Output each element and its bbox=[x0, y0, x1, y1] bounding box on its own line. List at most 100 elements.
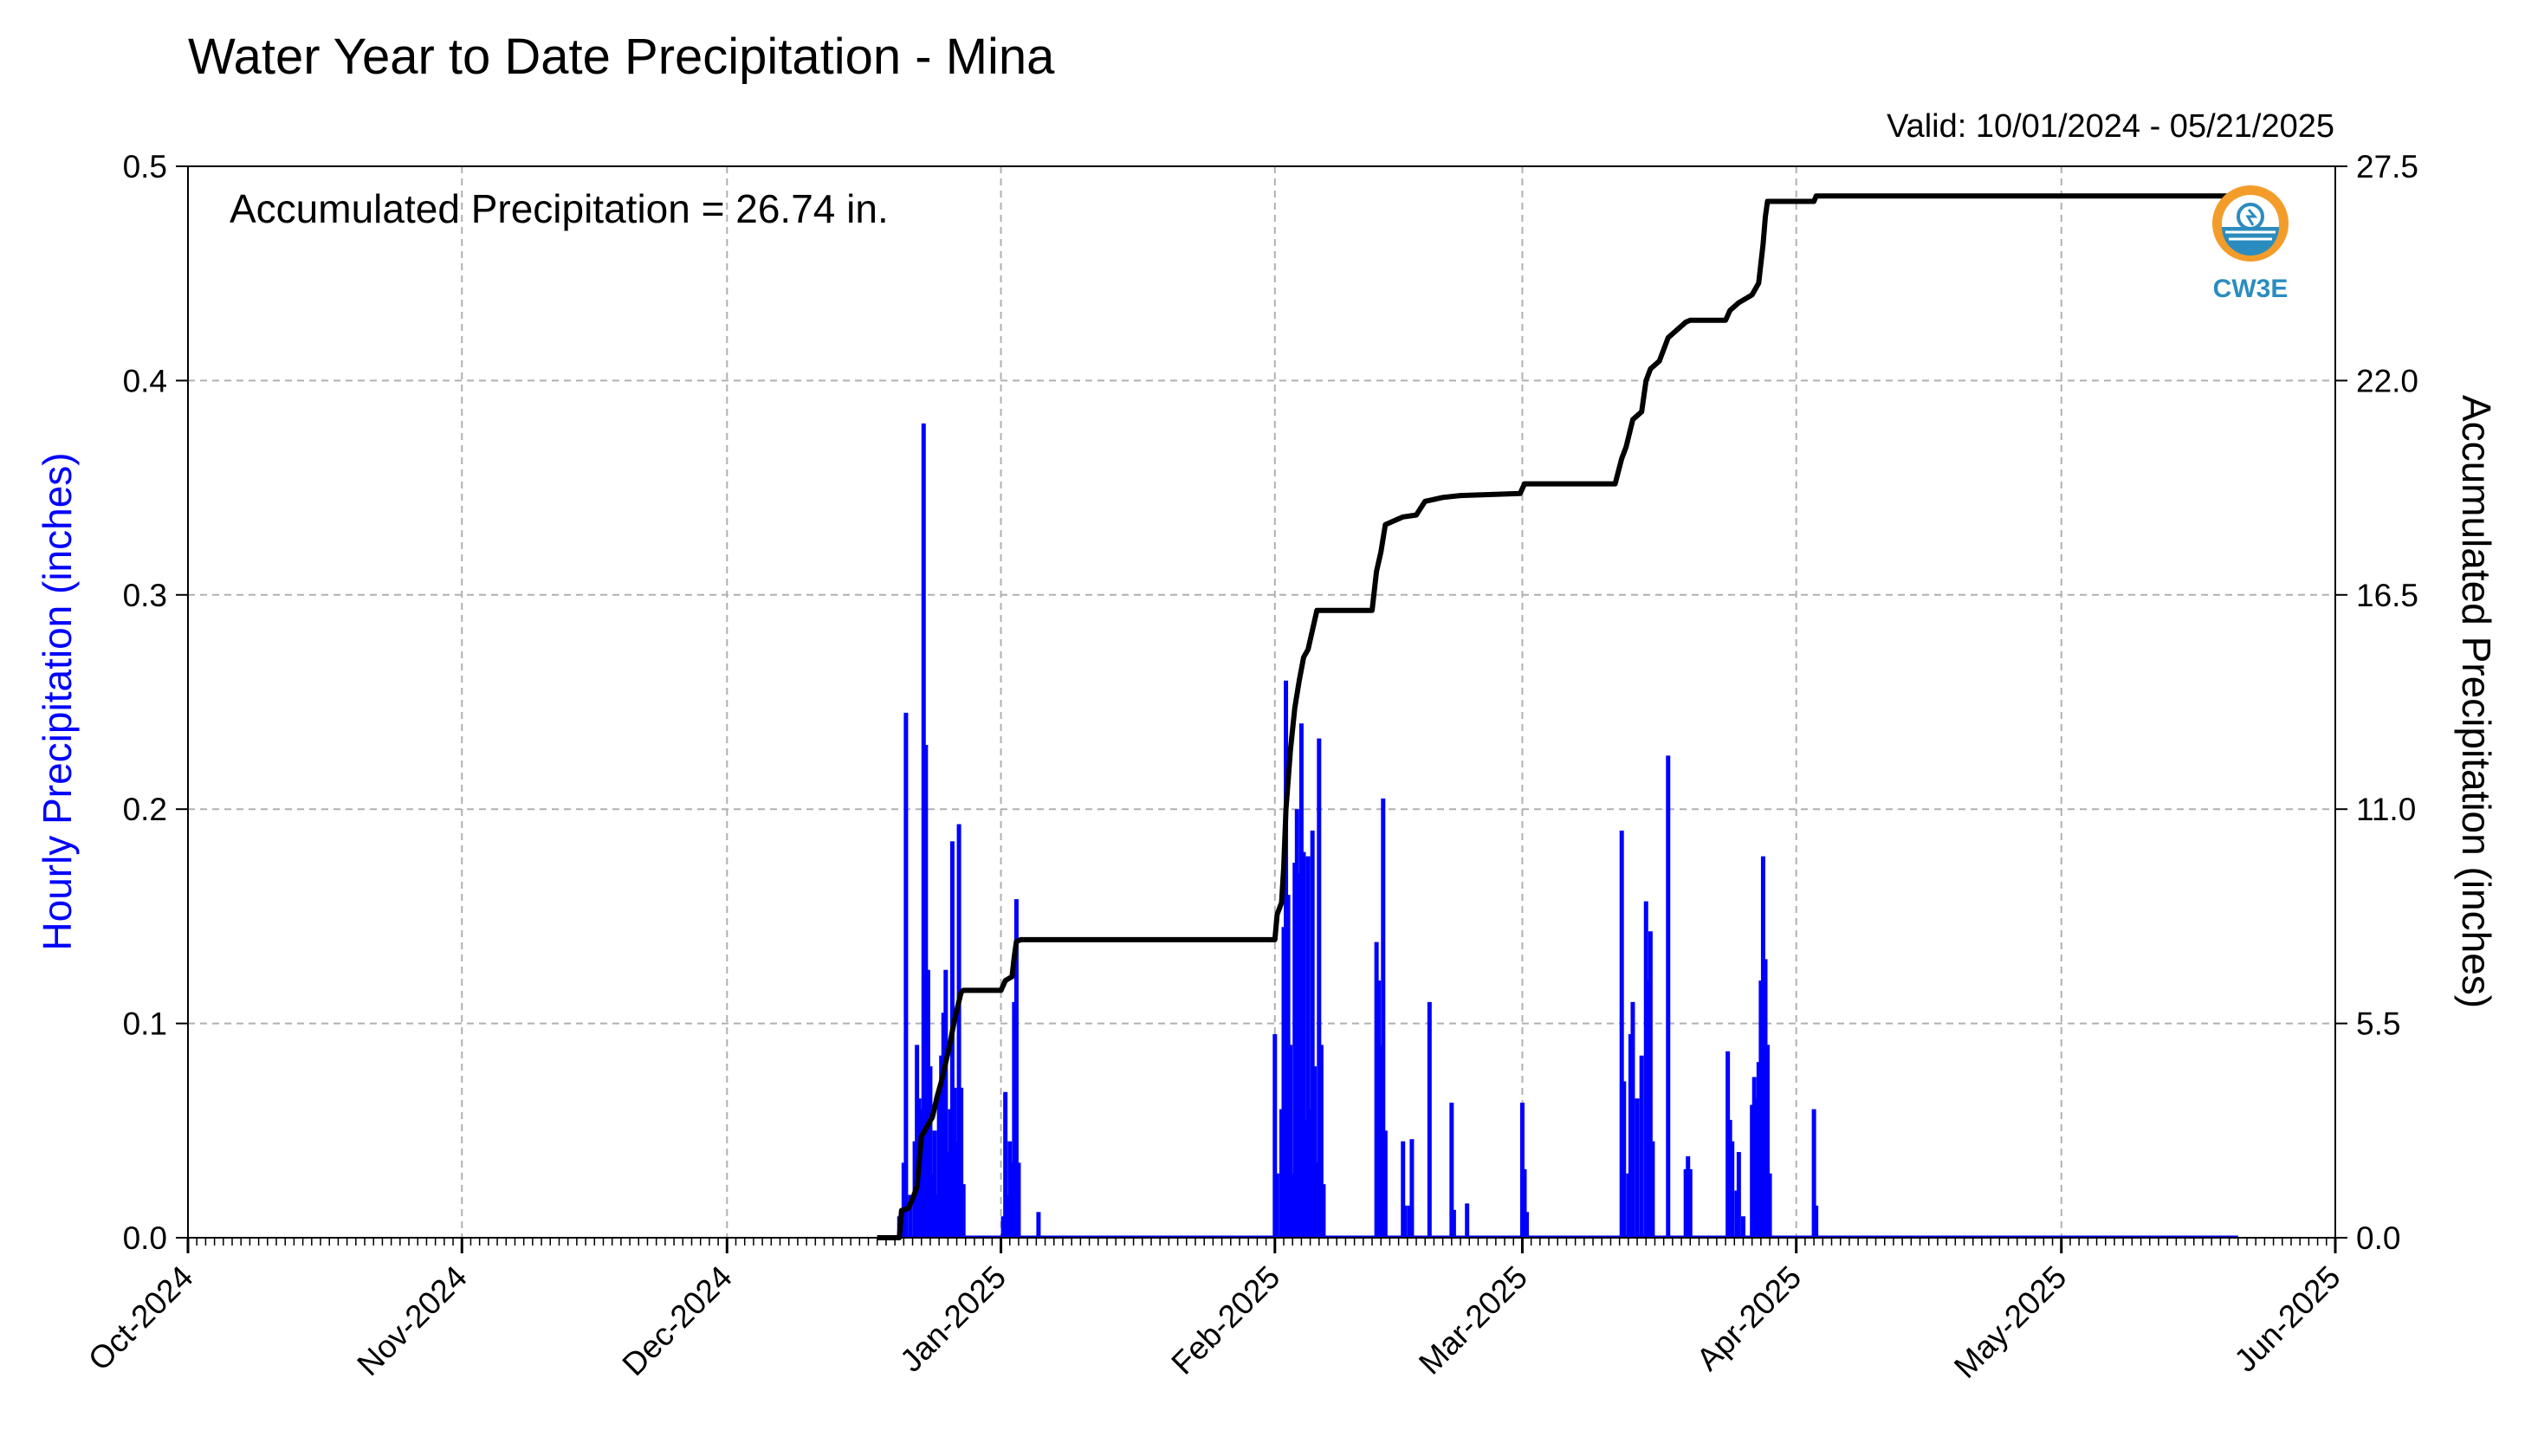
hourly-bar bbox=[1465, 1203, 1470, 1238]
hourly-bar bbox=[1274, 1173, 1279, 1238]
cw3e-logo: CW3E bbox=[2212, 185, 2289, 303]
hourly-bar bbox=[1402, 1205, 1408, 1238]
hourly-bar bbox=[915, 1045, 920, 1238]
hourly-bar bbox=[1284, 680, 1289, 1238]
hourly-bar bbox=[919, 1109, 924, 1238]
hourly-bar bbox=[1281, 927, 1286, 1238]
x-tick-label: May-2025 bbox=[1947, 1259, 2073, 1385]
valid-date-range: Valid: 10/01/2024 - 05/21/2025 bbox=[1887, 108, 2334, 145]
x-tick-label: Oct-2024 bbox=[81, 1259, 200, 1378]
hourly-bar bbox=[1736, 1152, 1741, 1238]
hourly-bar bbox=[1427, 1001, 1432, 1238]
hourly-bar bbox=[1763, 959, 1768, 1238]
hourly-bar bbox=[1619, 830, 1624, 1238]
hourly-bar bbox=[1318, 1045, 1324, 1238]
hourly-bar bbox=[1297, 873, 1302, 1238]
hourly-bar bbox=[1639, 1055, 1644, 1238]
hourly-bar bbox=[1756, 1062, 1761, 1238]
hourly-bar bbox=[1628, 1033, 1633, 1238]
hourly-bar bbox=[1012, 1001, 1017, 1238]
chart-title: Water Year to Date Precipitation - Mina bbox=[188, 29, 1055, 85]
hourly-bar bbox=[1760, 856, 1765, 1238]
hourly-bar bbox=[1292, 863, 1298, 1238]
accumulated-precip-line bbox=[877, 193, 2238, 1240]
hourly-bar bbox=[1317, 738, 1322, 1238]
hourly-bar bbox=[948, 1109, 953, 1238]
y-tick-label-left: 0.5 bbox=[123, 149, 167, 184]
hourly-bar bbox=[939, 1055, 944, 1238]
hourly-bar bbox=[1648, 931, 1653, 1238]
y-tick-label-left: 0.0 bbox=[123, 1220, 167, 1256]
y-axis-label-left: Hourly Precipitation (inches) bbox=[35, 452, 80, 950]
hourly-bar bbox=[1007, 1141, 1013, 1238]
hourly-bar bbox=[1290, 1173, 1295, 1238]
hourly-bar bbox=[1686, 1155, 1691, 1238]
hourly-bar bbox=[1310, 830, 1315, 1238]
x-tick-label: Dec-2024 bbox=[616, 1259, 739, 1382]
hourly-bar bbox=[929, 1173, 935, 1238]
y-tick-label-right: 16.5 bbox=[2356, 578, 2418, 613]
hourly-bar bbox=[921, 423, 926, 1238]
hourly-bar bbox=[1294, 809, 1299, 1238]
hourly-bar bbox=[1009, 1162, 1014, 1238]
hourly-bar bbox=[1758, 980, 1764, 1238]
logo-wave-icon bbox=[2222, 227, 2279, 256]
hourly-bar bbox=[1519, 1103, 1525, 1238]
y-tick-label-right: 22.0 bbox=[2356, 363, 2418, 398]
hourly-bar bbox=[1000, 1216, 1006, 1238]
hourly-bar bbox=[1646, 980, 1651, 1238]
accumulated-annotation: Accumulated Precipitation = 26.74 in. bbox=[230, 186, 889, 231]
hourly-bar bbox=[1288, 1045, 1293, 1238]
hourly-bar bbox=[928, 1066, 933, 1238]
x-tick-label: Nov-2024 bbox=[350, 1259, 473, 1382]
hourly-bar bbox=[1635, 1098, 1640, 1238]
hourly-bar bbox=[1003, 1091, 1008, 1238]
hourly-bar bbox=[1305, 856, 1311, 1238]
hourly-bar bbox=[908, 1194, 913, 1238]
logo-text: CW3E bbox=[2213, 275, 2289, 303]
hourly-bar bbox=[936, 1098, 942, 1238]
x-tick-label: Jan-2025 bbox=[893, 1259, 1013, 1379]
hourly-bar bbox=[1409, 1139, 1415, 1238]
hourly-bar bbox=[1016, 1162, 1021, 1238]
y-tick-label-right: 5.5 bbox=[2356, 1006, 2400, 1042]
y-tick-label-left: 0.3 bbox=[123, 578, 167, 613]
hourly-bar bbox=[923, 744, 929, 1238]
hourly-bar bbox=[1374, 942, 1379, 1238]
hourly-bar bbox=[959, 1087, 964, 1238]
y-tick-label-left: 0.2 bbox=[123, 792, 167, 827]
hourly-bar bbox=[1754, 1098, 1759, 1238]
hourly-bar bbox=[1630, 1001, 1635, 1238]
hourly-bar bbox=[1312, 1066, 1318, 1238]
hourly-bar bbox=[1378, 1045, 1383, 1238]
plot-frame bbox=[187, 165, 2336, 1239]
hourly-bar bbox=[1308, 1109, 1313, 1238]
hourly-bar bbox=[945, 1152, 950, 1238]
grid-lines bbox=[188, 166, 2335, 1238]
hourly-bar bbox=[1272, 1033, 1278, 1238]
hourly-bar bbox=[1525, 1212, 1530, 1238]
hourly-bar bbox=[1451, 1209, 1456, 1238]
hourly-bar bbox=[1304, 1119, 1309, 1238]
hourly-bar bbox=[1765, 1045, 1771, 1238]
hourly-bar bbox=[1740, 1216, 1745, 1238]
hourly-precip-bars bbox=[877, 423, 2238, 1239]
hourly-bar bbox=[1650, 1141, 1655, 1238]
hourly-bar bbox=[1382, 1130, 1388, 1238]
hourly-bar bbox=[1314, 1162, 1319, 1238]
hourly-bar bbox=[1381, 798, 1386, 1238]
hourly-bar bbox=[935, 1194, 940, 1238]
hourly-bar bbox=[961, 1184, 966, 1238]
hourly-bar bbox=[1321, 1184, 1326, 1238]
x-tick-label: Apr-2025 bbox=[1690, 1259, 1809, 1378]
hourly-bar bbox=[1725, 1051, 1731, 1238]
hourly-bar bbox=[1683, 1168, 1688, 1238]
hourly-bar bbox=[1407, 1205, 1412, 1238]
hourly-bar bbox=[1376, 980, 1382, 1238]
x-tick-label: Mar-2025 bbox=[1412, 1259, 1534, 1382]
hourly-bar bbox=[956, 824, 961, 1238]
hourly-bar bbox=[903, 712, 909, 1238]
hourly-bar bbox=[1279, 1109, 1284, 1238]
hourly-bar bbox=[1643, 901, 1648, 1238]
